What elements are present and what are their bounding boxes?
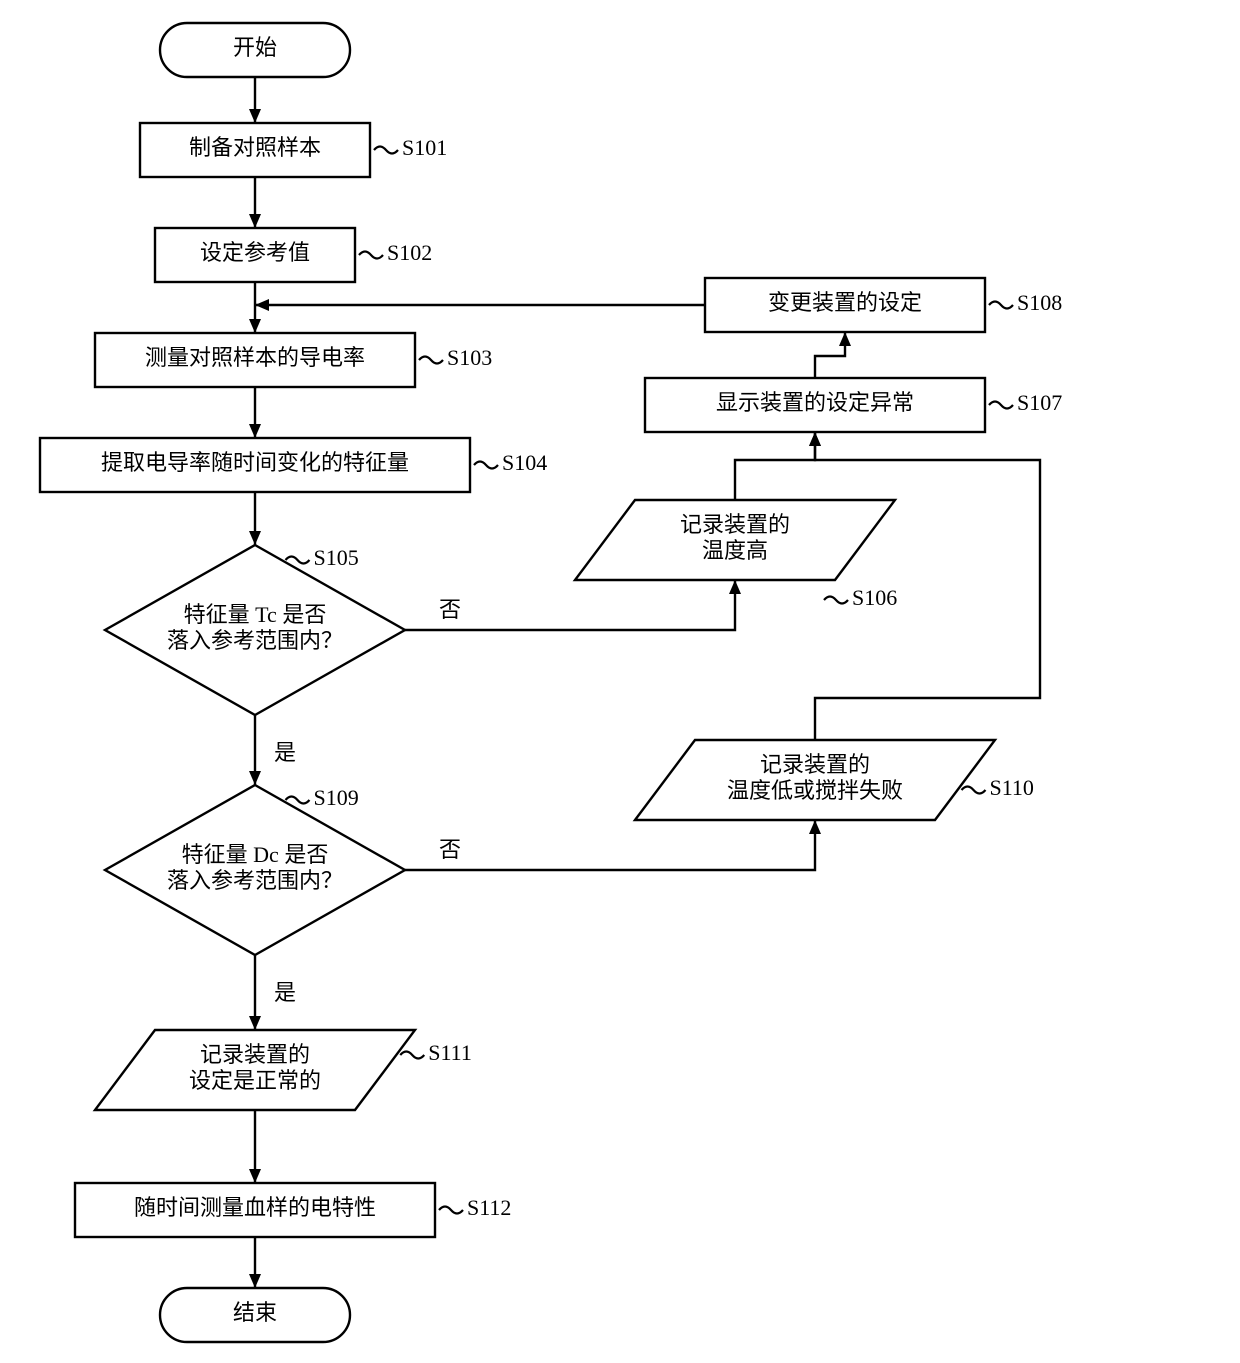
step-tag-s108: S108: [1017, 290, 1062, 315]
node-s102: 设定参考值: [155, 228, 355, 282]
tag-connector: [285, 557, 309, 564]
node-s105-text: 特征量 Tc 是否: [184, 602, 327, 627]
tag-connector: [400, 1052, 424, 1059]
flowchart-canvas: 是是否否开始制备对照样本S101设定参考值S102测量对照样本的导电率S103提…: [0, 0, 1240, 1363]
step-tag-s112: S112: [467, 1195, 511, 1220]
node-s106: 记录装置的温度高: [575, 500, 895, 580]
node-s101-text: 制备对照样本: [189, 135, 321, 160]
node-start: 开始: [160, 23, 350, 77]
edge-label: 否: [439, 837, 461, 862]
tag-connector: [439, 1207, 463, 1214]
tag-connector: [474, 462, 498, 469]
edge: [735, 432, 815, 500]
node-s107-text: 显示装置的设定异常: [716, 390, 914, 415]
node-s103-text: 测量对照样本的导电率: [145, 345, 365, 370]
step-tag-s103: S103: [447, 345, 492, 370]
node-end: 结束: [160, 1288, 350, 1342]
node-s111-text: 设定是正常的: [189, 1068, 321, 1093]
step-tag-s102: S102: [387, 240, 432, 265]
node-s105-text: 落入参考范围内？: [167, 628, 343, 653]
node-s110: 记录装置的温度低或搅拌失败: [635, 740, 995, 820]
node-s110-text: 温度低或搅拌失败: [727, 778, 903, 803]
tag-connector: [419, 357, 443, 364]
tag-connector: [824, 597, 848, 604]
tag-connector: [989, 302, 1013, 309]
edge-label: 是: [274, 740, 296, 765]
step-tag-s109: S109: [313, 785, 358, 810]
node-s111: 记录装置的设定是正常的: [95, 1030, 415, 1110]
node-s108: 变更装置的设定: [705, 278, 985, 332]
node-s111-text: 记录装置的: [200, 1042, 310, 1067]
tag-connector: [962, 787, 986, 794]
step-tag-s110: S110: [990, 775, 1034, 800]
tag-connector: [989, 402, 1013, 409]
step-tag-s106: S106: [852, 585, 897, 610]
step-tag-s101: S101: [402, 135, 447, 160]
edge: [815, 432, 1040, 740]
node-s107: 显示装置的设定异常: [645, 378, 985, 432]
edge-label: 否: [439, 597, 461, 622]
node-s109: 特征量 Dc 是否落入参考范围内？: [105, 785, 405, 955]
node-end-text: 结束: [233, 1300, 277, 1325]
node-s104: 提取电导率随时间变化的特征量: [40, 438, 470, 492]
step-tag-s107: S107: [1017, 390, 1062, 415]
edge: [815, 332, 845, 378]
node-s112: 随时间测量血样的电特性: [75, 1183, 435, 1237]
node-s108-text: 变更装置的设定: [768, 290, 922, 315]
node-s106-text: 温度高: [702, 538, 768, 563]
step-tag-s105: S105: [313, 545, 358, 570]
node-s106-text: 记录装置的: [680, 512, 790, 537]
node-s110-text: 记录装置的: [760, 752, 870, 777]
node-s103: 测量对照样本的导电率: [95, 333, 415, 387]
node-s101: 制备对照样本: [140, 123, 370, 177]
node-s112-text: 随时间测量血样的电特性: [134, 1195, 376, 1220]
node-s104-text: 提取电导率随时间变化的特征量: [101, 450, 409, 475]
edge: [405, 820, 815, 870]
tag-connector: [285, 797, 309, 804]
tag-connector: [374, 147, 398, 154]
node-s102-text: 设定参考值: [200, 240, 310, 265]
node-s109-text: 特征量 Dc 是否: [182, 842, 329, 867]
step-tag-s111: S111: [428, 1040, 472, 1065]
node-s109-text: 落入参考范围内？: [167, 868, 343, 893]
node-start-text: 开始: [233, 35, 277, 60]
tag-connector: [359, 252, 383, 259]
step-tag-s104: S104: [502, 450, 547, 475]
node-s105: 特征量 Tc 是否落入参考范围内？: [105, 545, 405, 715]
edge-label: 是: [274, 980, 296, 1005]
